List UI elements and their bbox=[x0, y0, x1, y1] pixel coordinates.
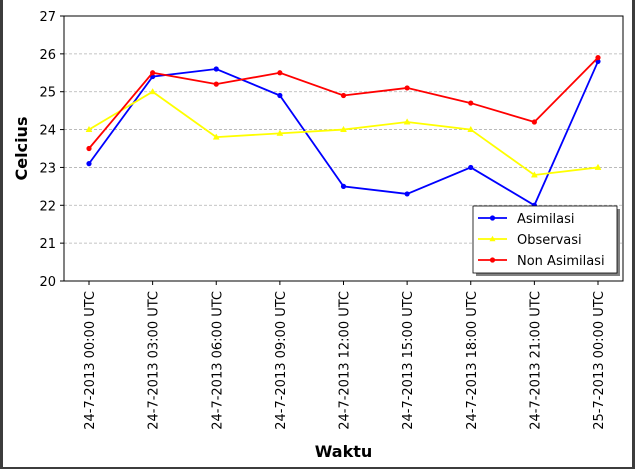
y-tick-label: 25 bbox=[39, 86, 56, 101]
data-point bbox=[213, 66, 219, 72]
series-asimilasi bbox=[86, 58, 601, 208]
x-tick-label: 24-7-2013 21:00 UTC bbox=[528, 291, 543, 430]
x-tick-label: 24-7-2013 03:00 UTC bbox=[147, 291, 162, 430]
series-line bbox=[88, 90, 599, 176]
data-point bbox=[404, 85, 410, 91]
x-axis-label: Waktu bbox=[315, 442, 373, 461]
data-point bbox=[403, 118, 411, 125]
series-non-asimilasi bbox=[86, 55, 601, 152]
data-point bbox=[86, 145, 92, 152]
x-tick-label: 24-7-2013 18:00 UTC bbox=[465, 291, 480, 430]
data-point bbox=[340, 183, 347, 189]
legend-label: Observasi bbox=[517, 233, 582, 248]
data-point bbox=[404, 191, 410, 197]
data-point bbox=[340, 125, 347, 133]
x-tick-label: 24-7-2013 06:00 UTC bbox=[210, 291, 225, 430]
data-point bbox=[340, 92, 347, 99]
data-point bbox=[467, 125, 475, 133]
data-point bbox=[212, 133, 220, 140]
series-observasi bbox=[85, 87, 602, 178]
legend-label: Non Asimilasi bbox=[517, 254, 605, 269]
data-point bbox=[277, 70, 283, 76]
x-tick-label: 24-7-2013 12:00 UTC bbox=[338, 291, 353, 430]
data-point bbox=[149, 87, 157, 95]
data-point bbox=[277, 92, 283, 99]
legend-marker bbox=[489, 215, 496, 221]
data-point bbox=[531, 119, 537, 125]
y-tick-label: 23 bbox=[39, 161, 56, 176]
y-axis: 20 21 22 23 24 25 26 27 bbox=[39, 10, 64, 290]
data-point bbox=[86, 161, 92, 167]
x-tick-label: 24-7-2013 15:00 UTC bbox=[401, 291, 416, 430]
data-point bbox=[468, 164, 474, 171]
data-point bbox=[213, 81, 219, 87]
data-point bbox=[85, 125, 93, 133]
y-tick-label: 21 bbox=[39, 237, 56, 252]
series-layer bbox=[85, 55, 602, 208]
y-tick-label: 24 bbox=[39, 124, 56, 139]
series-line bbox=[88, 57, 599, 150]
data-point bbox=[150, 70, 156, 76]
y-tick-label: 27 bbox=[39, 10, 56, 25]
x-axis: 24-7-2013 00:00 UTC 24-7-2013 03:00 UTC 24… bbox=[83, 281, 607, 430]
x-tick-label: 25-7-2013 00:00 UTC bbox=[592, 291, 607, 430]
x-tick-label: 24-7-2013 09:00 UTC bbox=[274, 291, 289, 430]
y-tick-label: 26 bbox=[39, 48, 56, 63]
y-axis-label: Celcius bbox=[12, 117, 31, 181]
data-point bbox=[594, 163, 602, 170]
legend-marker bbox=[489, 235, 496, 242]
data-point bbox=[530, 171, 538, 178]
data-point bbox=[468, 100, 474, 106]
data-point bbox=[276, 129, 284, 136]
legend: Asimilasi Observasi Non Asimilasi bbox=[472, 205, 620, 276]
series-line bbox=[88, 61, 599, 207]
x-tick-label: 24-7-2013 00:00 UTC bbox=[83, 291, 98, 430]
y-tick-label: 22 bbox=[39, 199, 56, 214]
data-point bbox=[595, 55, 601, 61]
legend-marker bbox=[489, 257, 496, 263]
y-tick-label: 20 bbox=[39, 275, 56, 290]
legend-label: Asimilasi bbox=[517, 212, 575, 227]
